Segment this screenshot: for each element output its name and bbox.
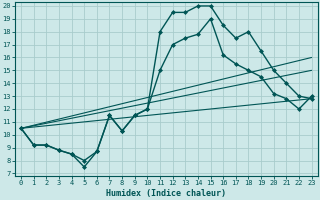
X-axis label: Humidex (Indice chaleur): Humidex (Indice chaleur) <box>106 189 226 198</box>
